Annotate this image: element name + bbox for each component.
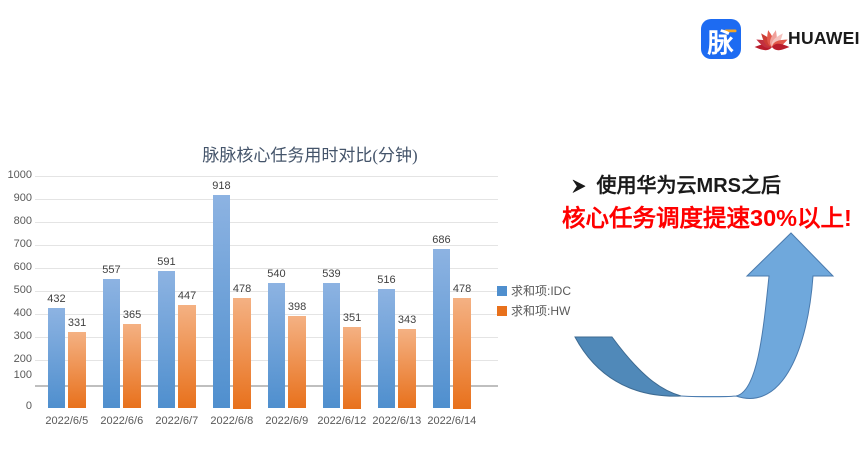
svg-text:脉: 脉: [707, 28, 734, 58]
svg-text:HUAWEI: HUAWEI: [788, 28, 860, 48]
